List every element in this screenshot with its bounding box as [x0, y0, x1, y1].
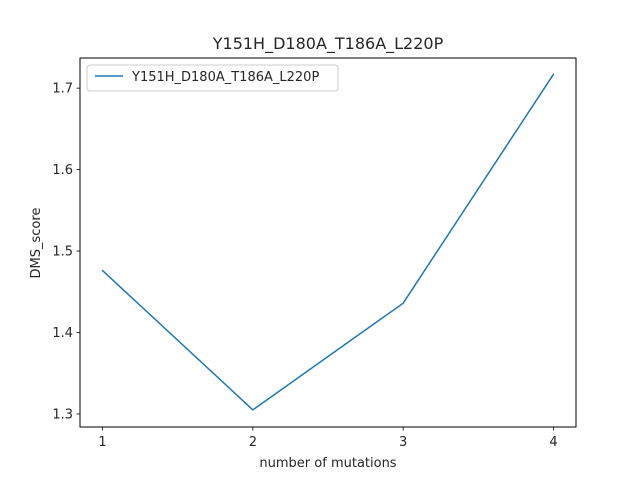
chart-title: Y151H_D180A_T186A_L220P	[212, 34, 444, 54]
x-axis: 1 2 3 4	[98, 427, 558, 450]
legend: Y151H_D180A_T186A_L220P	[86, 64, 339, 92]
y-tick-label: 1.6	[52, 163, 73, 178]
x-axis-label: number of mutations	[259, 456, 396, 471]
series-line	[101, 73, 555, 411]
y-tick-label: 1.3	[52, 407, 73, 422]
y-axis-label: DMS_score	[29, 208, 44, 279]
y-axis: 1.3 1.4 1.5 1.6 1.7	[52, 82, 80, 422]
legend-entry-label: Y151H_D180A_T186A_L220P	[131, 70, 319, 85]
series-layer	[101, 73, 555, 411]
x-tick-label: 4	[549, 435, 557, 450]
legend-box	[86, 64, 339, 92]
x-tick-label: 3	[399, 435, 407, 450]
y-tick-label: 1.5	[52, 245, 73, 260]
y-tick-label: 1.4	[52, 326, 73, 341]
y-tick-label: 1.7	[52, 82, 73, 97]
x-tick-label: 2	[249, 435, 257, 450]
x-tick-label: 1	[98, 435, 106, 450]
plot-frame	[79, 57, 577, 428]
plot-area	[80, 58, 576, 427]
